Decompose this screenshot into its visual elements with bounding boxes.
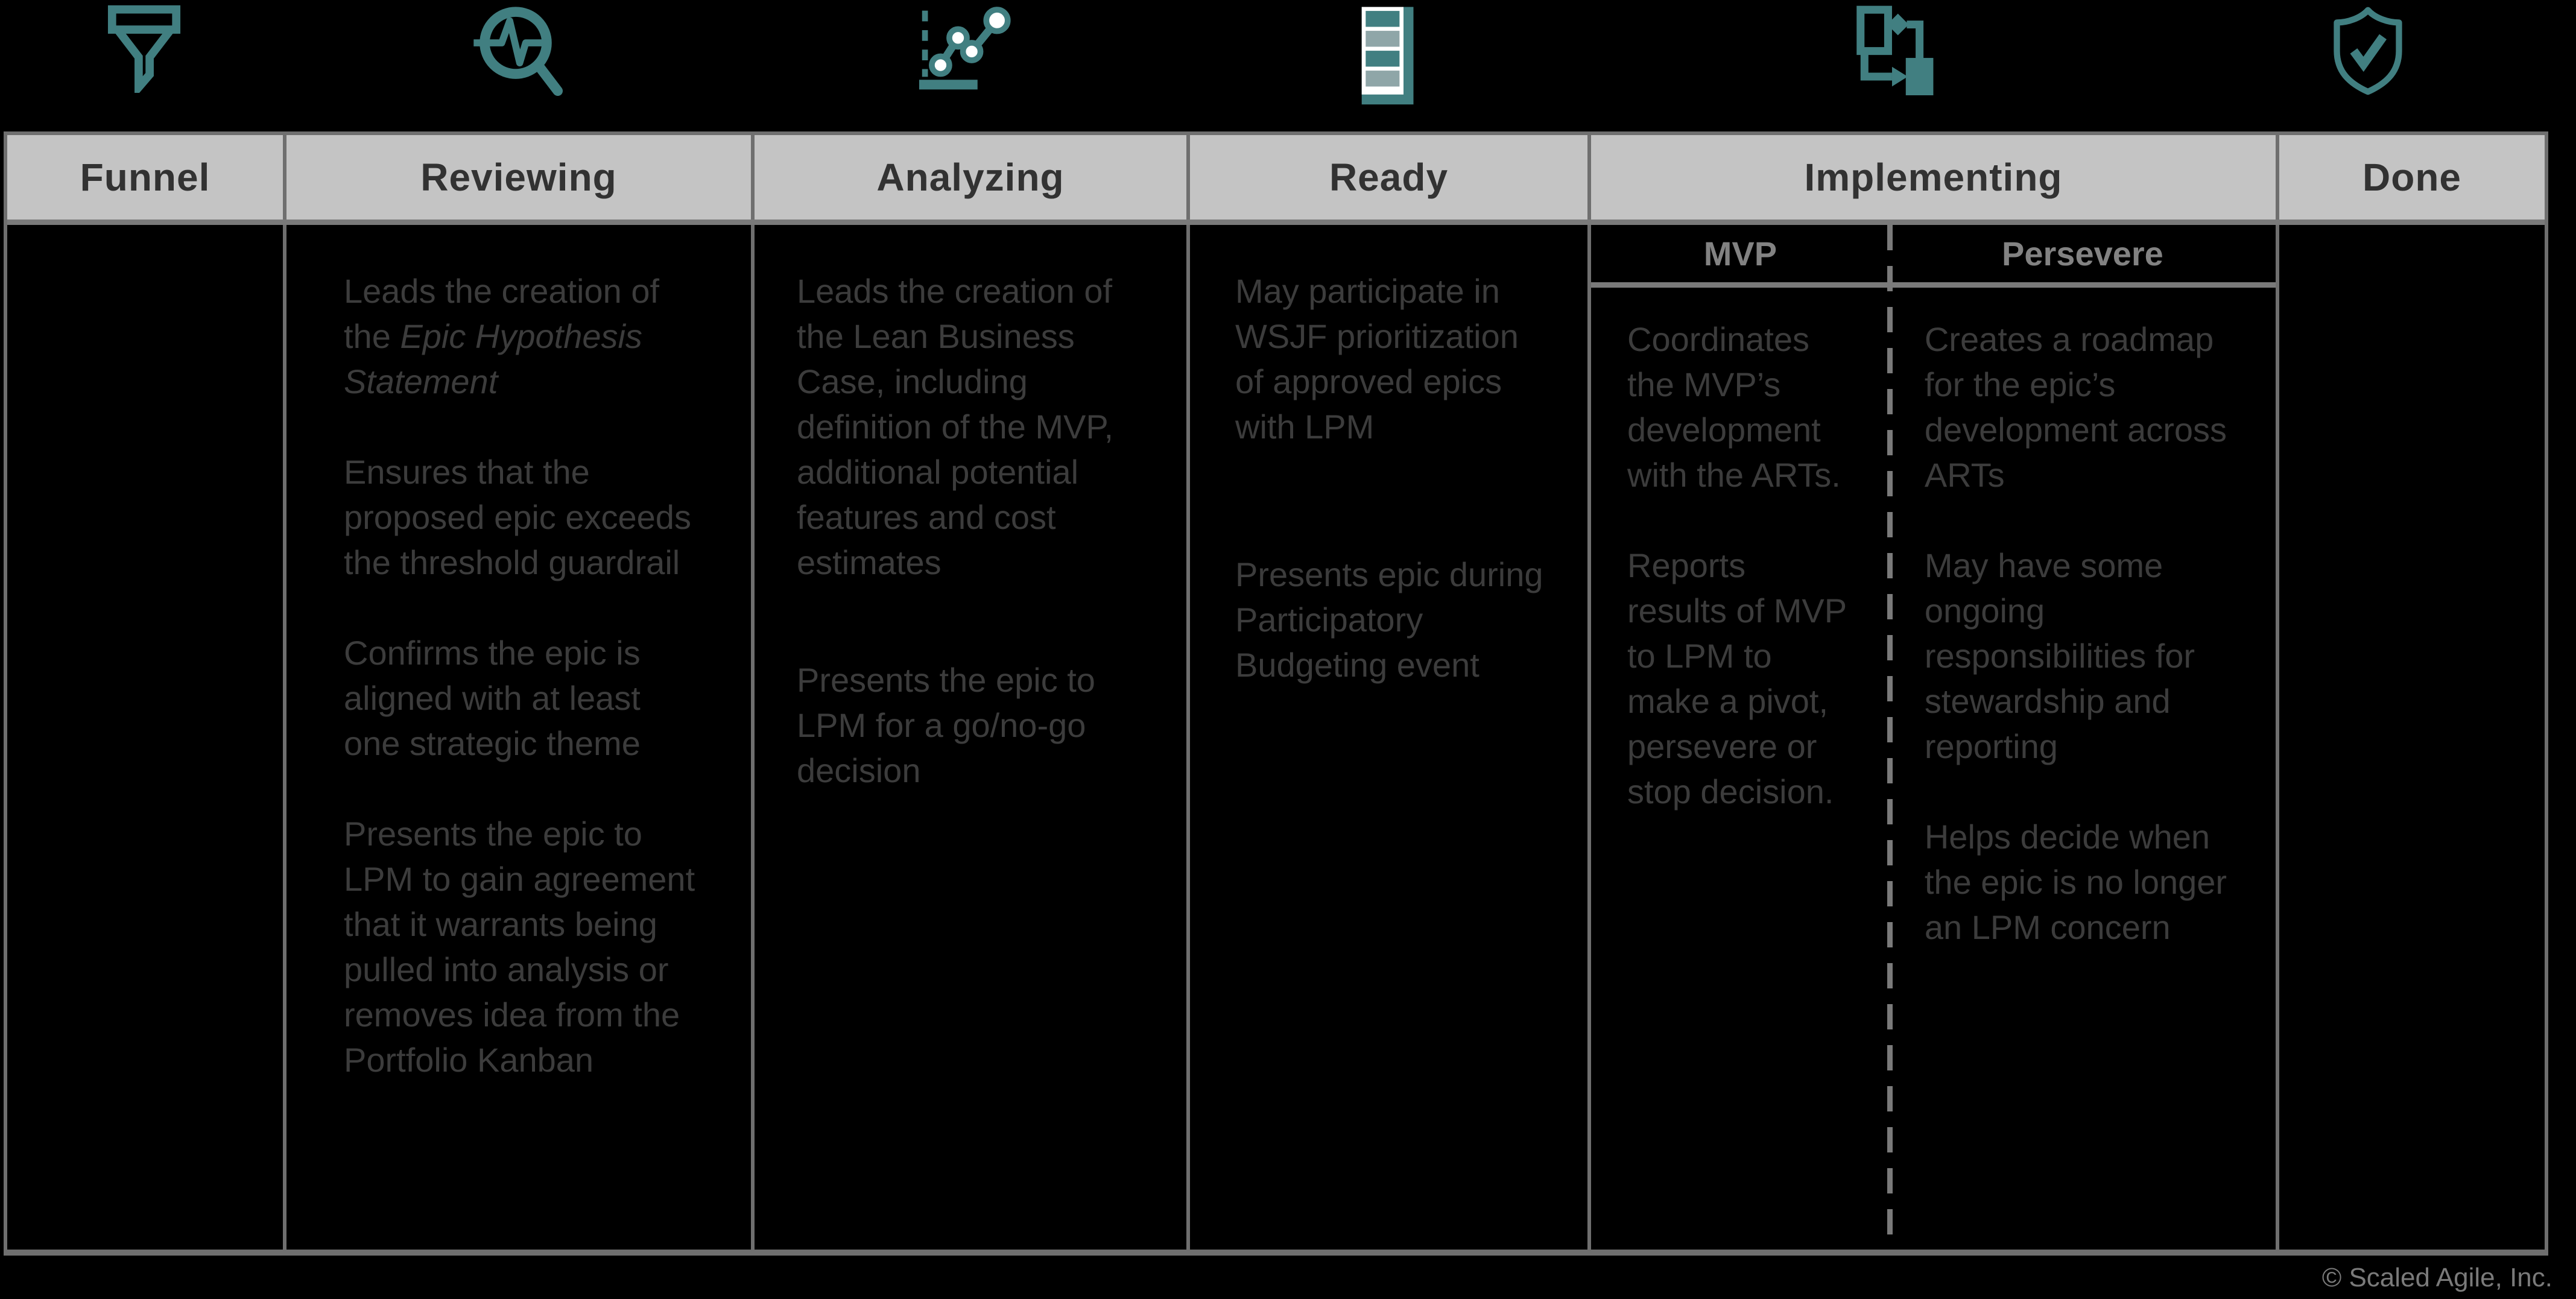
column-header-ready: Ready (1190, 135, 1591, 220)
kanban-body-row: Leads the creation of the Epic Hypothesi… (7, 225, 2545, 1250)
magnifier-pulse-icon (473, 7, 563, 96)
responsibility-item: Coordinates the MVP’s development with t… (1627, 320, 1841, 494)
responsibility-item: Helps decide when the epic is no longer … (1924, 818, 2227, 946)
responsibility-item: Ensures that the proposed epic exceeds t… (344, 453, 691, 581)
column-header-implementing: Implementing (1591, 135, 2279, 220)
column-header-analyzing: Analyzing (755, 135, 1190, 220)
implementing-subheader-rule (1591, 282, 2276, 288)
workflow-icon (1856, 5, 1934, 95)
column-body-analyzing: Leads the creation of the Lean Business … (755, 225, 1190, 1250)
responsibility-item: Reports results of MVP to LPM to make a … (1627, 546, 1847, 811)
responsibility-item: May have some ongoing responsibilities f… (1924, 546, 2195, 765)
subcolumn-header-persevere: Persevere (2002, 235, 2163, 273)
column-header-funnel: Funnel (7, 135, 286, 220)
column-header-reviewing: Reviewing (286, 135, 755, 220)
column-body-funnel (7, 225, 286, 1250)
mvp-persevere-divider (1887, 225, 1893, 1250)
subcolumn-body-mvp: Coordinates the MVP’s development with t… (1591, 288, 1890, 950)
header-body-divider (7, 220, 2545, 225)
responsibility-item: Leads the creation of the Lean Business … (797, 272, 1114, 581)
subcolumn-header-mvp: MVP (1703, 235, 1777, 273)
copyright-notice: © Scaled Agile, Inc. (2321, 1263, 2552, 1292)
kanban-header-row: Funnel Reviewing Analyzing Ready Impleme… (7, 135, 2545, 220)
implementing-content-row: Coordinates the MVP’s development with t… (1591, 288, 2276, 950)
line-chart-icon (919, 7, 1011, 90)
column-header-done: Done (2362, 156, 2461, 199)
responsibility-item: Creates a roadmap for the epic’s develop… (1924, 320, 2227, 494)
responsibility-item: Confirms the epic is aligned with at lea… (344, 634, 641, 762)
responsibility-item: Leads the creation of the Epic Hypothesi… (344, 272, 660, 400)
subcolumn-body-persevere: Creates a roadmap for the epic’s develop… (1890, 288, 2276, 950)
responsibility-item: Presents the epic to LPM to gain agreeme… (344, 815, 695, 1079)
kanban-table: Funnel Reviewing Analyzing Ready Impleme… (4, 131, 2548, 1256)
kanban-stack-icon (1361, 7, 1414, 105)
responsibility-item: Presents epic during Participatory Budge… (1235, 555, 1543, 684)
column-body-done (2279, 225, 2545, 1250)
column-body-implementing: MVP Persevere Coordinates the MVP’s deve… (1591, 225, 2279, 1250)
responsibility-item: Presents the epic to LPM for a go/no-go … (797, 661, 1095, 789)
column-body-ready: May participate in WSJF prioritization o… (1190, 225, 1591, 1250)
funnel-icon (107, 5, 181, 93)
implementing-subheader-row: MVP Persevere (1591, 225, 2276, 282)
column-body-reviewing: Leads the creation of the Epic Hypothesi… (286, 225, 755, 1250)
shield-check-icon (2334, 7, 2402, 95)
responsibility-item: May participate in WSJF prioritization o… (1235, 272, 1519, 446)
